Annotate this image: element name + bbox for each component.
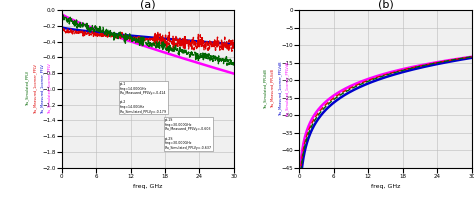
Text: Tru_Simulated_PPLV: Tru_Simulated_PPLV xyxy=(26,71,30,106)
Text: Tru_Measured_1corner_PPLV: Tru_Measured_1corner_PPLV xyxy=(33,64,37,114)
Text: Tru_Simulated_1corner_PPLV: Tru_Simulated_1corner_PPLV xyxy=(47,63,52,114)
X-axis label: freq, GHz: freq, GHz xyxy=(371,184,400,189)
Text: Tru_Measured_1corner_PPLVdB: Tru_Measured_1corner_PPLVdB xyxy=(278,62,282,116)
Text: pt.1S
freq=30.000GHz
Tru_Measured_PPLVy=-0.603

pt.2S
freq=30.000GHz
Tru_Simulat: pt.1S freq=30.000GHz Tru_Measured_PPLVy=… xyxy=(165,118,212,150)
Text: pt.1
freq=14.000GHz
Tru_Measured_PPLVy=-0.414

pt.2
freq=14.00GHz
Tru_Simulated_: pt.1 freq=14.000GHz Tru_Measured_PPLVy=-… xyxy=(120,82,167,114)
X-axis label: freq, GHz: freq, GHz xyxy=(133,184,163,189)
Text: Tru_Measured_1corner_PFLV: Tru_Measured_1corner_PFLV xyxy=(40,64,45,114)
Text: Tru_Simulated_PPLVdB: Tru_Simulated_PPLVdB xyxy=(264,69,268,109)
Text: Tru_Simulated_1corner_PPLVdB: Tru_Simulated_1corner_PPLVdB xyxy=(285,61,289,117)
Text: Tru_Measured_PPLVdB: Tru_Measured_PPLVdB xyxy=(271,69,275,108)
Title: (a): (a) xyxy=(140,0,155,9)
Title: (b): (b) xyxy=(378,0,393,9)
